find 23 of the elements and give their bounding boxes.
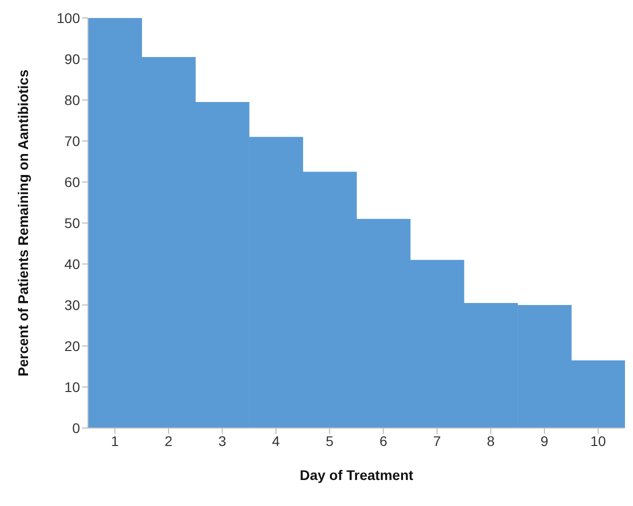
x-tick-label: 1 (110, 432, 119, 449)
y-tick-label: 70 (64, 132, 80, 149)
x-tick-label: 10 (590, 432, 606, 449)
y-tick-label: 40 (64, 256, 80, 272)
y-tick-label: 10 (64, 378, 80, 395)
y-tick-label: 50 (64, 214, 80, 231)
x-tick-label: 7 (433, 432, 442, 449)
y-tick-label: 100 (56, 10, 80, 26)
x-tick-label: 2 (164, 432, 173, 449)
x-tick-label: 9 (540, 432, 549, 449)
y-tick-label: 30 (64, 296, 80, 313)
y-axis-title: Percent of Patients Remaining on Aantibiotics (14, 69, 31, 376)
y-tick-label: 90 (64, 50, 80, 67)
y-tick-label: 0 (72, 420, 80, 436)
y-tick-label: 20 (64, 338, 80, 354)
x-tick-label: 8 (486, 432, 495, 449)
x-tick-label: 6 (379, 432, 388, 449)
y-tick-label: 80 (64, 92, 80, 108)
x-tick-label: 4 (272, 432, 280, 449)
x-tick-label: 3 (218, 432, 226, 449)
y-tick-label: 60 (64, 174, 80, 190)
x-axis-title: Day of Treatment (300, 467, 414, 483)
x-tick-label: 5 (326, 432, 334, 449)
